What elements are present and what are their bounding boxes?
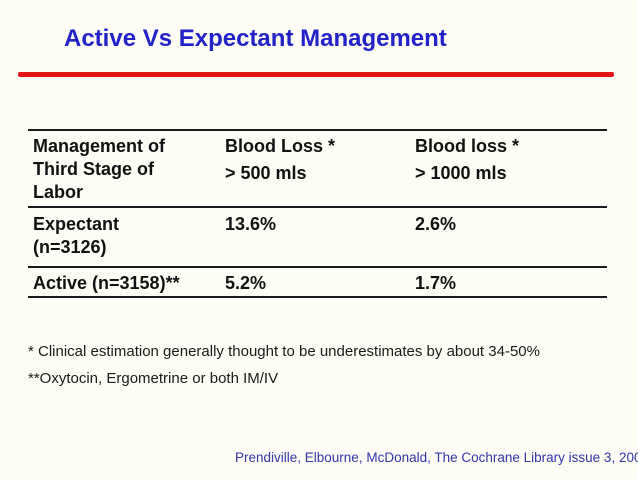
header-line: Third Stage of xyxy=(33,159,154,179)
header-cell-blood-loss-500: Blood Loss * > 500 mls xyxy=(225,135,415,204)
row-label-line: (n=3126) xyxy=(33,237,107,257)
header-line: Blood Loss * xyxy=(225,136,336,156)
header-line: Blood loss * xyxy=(415,136,520,156)
header-line: Labor xyxy=(33,182,84,202)
header-cell-blood-loss-1000: Blood loss * > 1000 mls xyxy=(415,135,607,204)
value-cell-loss-1000: 2.6% xyxy=(415,214,457,234)
value-cell-loss-500: 5.2% xyxy=(225,273,267,293)
slide-title: Active Vs Expectant Management xyxy=(64,25,447,52)
value-cell-loss-1000: 1.7% xyxy=(415,273,457,293)
value-cell-loss-500: 13.6% xyxy=(225,214,277,234)
blood-loss-table: Management of Third Stage of Labor Blood… xyxy=(28,129,607,298)
table-row-expectant: Expectant (n=3126) 13.6% 2.6% xyxy=(28,208,607,268)
footnote-clinical-estimation: * Clinical estimation generally thought … xyxy=(28,343,540,360)
header-line: > 500 mls xyxy=(225,163,307,183)
title-underline-rule xyxy=(18,72,614,77)
row-label-cell: Expectant (n=3126) xyxy=(28,213,225,259)
table-row-active: Active (n=3158)** 5.2% 1.7% xyxy=(28,268,607,298)
row-label-cell: Active (n=3158)** xyxy=(28,272,225,295)
row-label-line: Expectant xyxy=(33,214,120,234)
footnote-oxytocin: **Oxytocin, Ergometrine or both IM/IV xyxy=(28,370,279,387)
header-cell-management: Management of Third Stage of Labor xyxy=(28,135,225,204)
citation-reference: Prendiville, Elbourne, McDonald, The Coc… xyxy=(235,450,638,465)
header-line: Management of xyxy=(33,136,166,156)
table-header-row: Management of Third Stage of Labor Blood… xyxy=(28,131,607,208)
row-label-line: Active (n=3158)** xyxy=(33,273,180,293)
header-line: > 1000 mls xyxy=(415,163,507,183)
